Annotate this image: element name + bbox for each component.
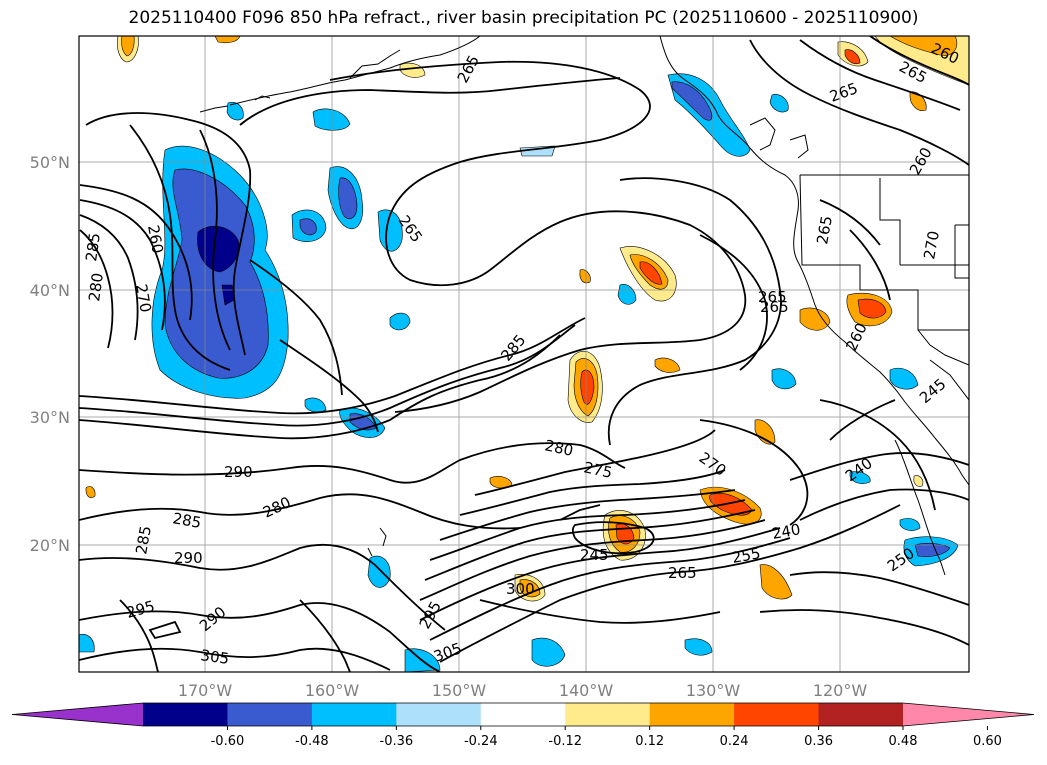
contour-label: 255	[731, 544, 762, 567]
lon-label: 160°W	[305, 681, 360, 700]
colorbar-outline	[11, 702, 1035, 727]
contour-label: 285	[171, 509, 202, 532]
contour-label: 270	[920, 229, 943, 260]
contour-label: 285	[82, 232, 104, 263]
contour-label: 240	[771, 520, 802, 543]
contour-label: 280	[85, 272, 107, 303]
colorbar-label: 0.60	[973, 734, 1002, 749]
latitude-labels: 50°N 40°N 30°N 20°N	[30, 153, 70, 555]
precip-shading	[79, 36, 969, 672]
colorbar-segment	[734, 703, 820, 726]
colorbar-extend-min	[12, 703, 143, 726]
map-frame	[78, 35, 970, 673]
colorbar-label: 0.12	[635, 734, 664, 749]
colorbar-segment	[565, 703, 651, 726]
contour-label: 285	[132, 524, 155, 555]
colorbar-label: 0.24	[720, 734, 749, 749]
map-title: 2025110400 F096 850 hPa refract., river …	[128, 8, 919, 28]
lat-label: 20°N	[30, 536, 70, 555]
colorbar-segment	[480, 703, 566, 726]
lon-label: 170°W	[178, 681, 233, 700]
lon-label: 140°W	[559, 681, 614, 700]
colorbar-segment	[649, 703, 735, 726]
contour-label: 265	[813, 214, 836, 245]
lon-label: 150°W	[432, 681, 487, 700]
colorbar-label: -0.60	[211, 734, 245, 749]
lat-label: 40°N	[30, 281, 70, 300]
refractivity-contours	[79, 36, 969, 672]
contour-label: 305	[199, 646, 230, 668]
contour-label: 290	[174, 549, 203, 567]
colorbar-label: -0.12	[548, 734, 582, 749]
contour-label: 300	[506, 580, 535, 598]
colorbar-segment	[227, 703, 313, 726]
colorbar-extend-max	[903, 703, 1034, 726]
lon-label: 130°W	[686, 681, 741, 700]
colorbar-segment	[396, 703, 482, 726]
lon-label: 120°W	[813, 681, 868, 700]
contour-label: 275	[582, 458, 614, 482]
colorbar-segment	[143, 703, 228, 726]
colorbar-label: 0.48	[889, 734, 918, 749]
lat-label: 50°N	[30, 153, 70, 172]
colorbar-label: -0.48	[295, 734, 329, 749]
contour-label: 265	[760, 298, 789, 316]
colorbar-label: -0.24	[464, 734, 498, 749]
colorbar-segment	[311, 703, 397, 726]
contour-label: 280	[543, 436, 575, 460]
colorbar-segment	[818, 703, 904, 726]
colorbar-label: -0.36	[380, 734, 414, 749]
contour-label: 245	[580, 546, 609, 564]
contour-label: 260	[144, 224, 167, 255]
contour-label: 265	[668, 564, 697, 582]
map-area: 265 265 265 265 260 260 260 265 285 280 …	[79, 36, 969, 672]
contour-label: 265	[758, 288, 787, 306]
colorbar-label: 0.36	[804, 734, 833, 749]
contour-label: 270	[132, 283, 155, 314]
colorbar: -0.60 -0.48 -0.36 -0.24 -0.12 0.12 0.24 0.36 0.4…	[11, 702, 1035, 749]
contour-label: 290	[224, 463, 253, 481]
lat-label: 30°N	[30, 408, 70, 427]
longitude-labels: 170°W 160°W 150°W 140°W 130°W 120°W	[178, 681, 868, 700]
